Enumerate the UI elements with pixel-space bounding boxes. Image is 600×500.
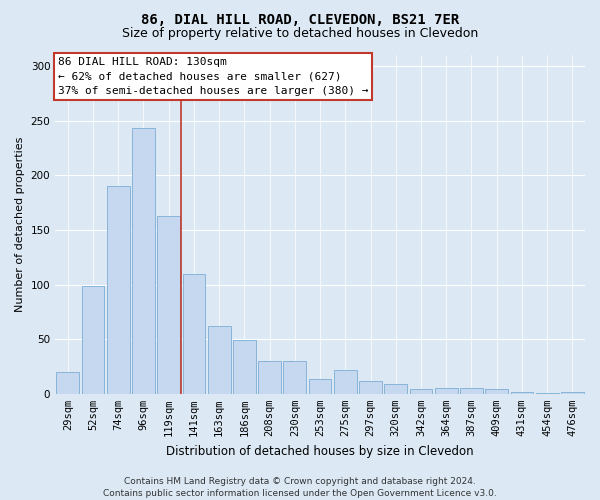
Bar — [359, 380, 382, 394]
Text: Contains HM Land Registry data © Crown copyright and database right 2024.
Contai: Contains HM Land Registry data © Crown c… — [103, 476, 497, 498]
Bar — [511, 392, 533, 394]
Bar — [233, 340, 256, 394]
Bar — [107, 186, 130, 394]
Bar — [460, 388, 483, 394]
X-axis label: Distribution of detached houses by size in Clevedon: Distribution of detached houses by size … — [166, 444, 474, 458]
Bar — [309, 378, 331, 394]
Text: 86, DIAL HILL ROAD, CLEVEDON, BS21 7ER: 86, DIAL HILL ROAD, CLEVEDON, BS21 7ER — [141, 12, 459, 26]
Bar — [82, 286, 104, 394]
Bar — [435, 388, 458, 394]
Bar — [334, 370, 356, 394]
Bar — [385, 384, 407, 394]
Bar — [56, 372, 79, 394]
Y-axis label: Number of detached properties: Number of detached properties — [15, 136, 25, 312]
Bar — [157, 216, 180, 394]
Bar — [258, 361, 281, 394]
Bar — [410, 390, 433, 394]
Bar — [485, 390, 508, 394]
Bar — [536, 392, 559, 394]
Bar — [283, 361, 306, 394]
Text: 86 DIAL HILL ROAD: 130sqm
← 62% of detached houses are smaller (627)
37% of semi: 86 DIAL HILL ROAD: 130sqm ← 62% of detac… — [58, 56, 368, 96]
Text: Size of property relative to detached houses in Clevedon: Size of property relative to detached ho… — [122, 28, 478, 40]
Bar — [132, 128, 155, 394]
Bar — [561, 392, 584, 394]
Bar — [182, 274, 205, 394]
Bar — [208, 326, 230, 394]
